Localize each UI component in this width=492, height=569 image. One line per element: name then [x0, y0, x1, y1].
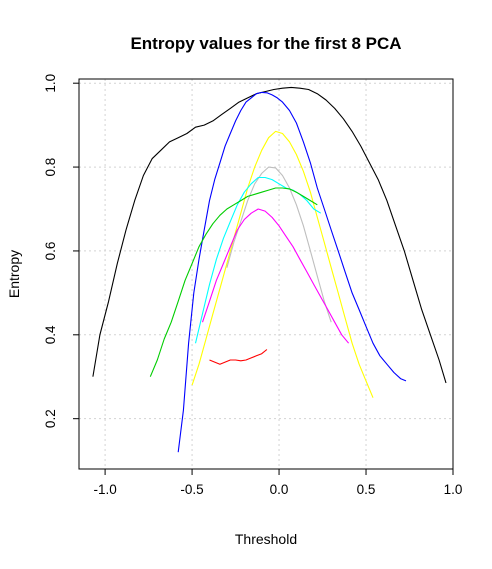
y-tick-label: 0.2	[43, 409, 58, 428]
y-tick-label: 0.4	[43, 325, 58, 344]
x-tick-label: 0.5	[357, 482, 376, 497]
plot-frame	[79, 79, 453, 469]
series-line-5	[196, 178, 321, 344]
x-tick-label: -0.5	[180, 482, 203, 497]
series-line-8	[210, 350, 267, 365]
y-tick-label: 0.6	[43, 242, 58, 261]
x-axis-label: Threshold	[235, 531, 297, 547]
series-line-1	[93, 87, 446, 383]
x-tick-label: 0.0	[270, 482, 289, 497]
chart-title: Entropy values for the first 8 PCA	[130, 34, 401, 53]
y-tick-label: 0.8	[43, 158, 58, 177]
series-lines	[93, 87, 446, 452]
y-axis-label: Entropy	[6, 250, 22, 298]
series-line-6	[150, 188, 317, 377]
y-tick-label: 1.0	[43, 74, 58, 93]
x-axis: -1.0 -0.5 0.0 0.5 1.0	[93, 469, 462, 497]
series-line-3	[192, 131, 373, 397]
y-axis: 0.2 0.4 0.6 0.8 1.0	[43, 74, 79, 428]
series-line-7	[203, 209, 349, 343]
x-tick-label: 1.0	[444, 482, 463, 497]
x-tick-label: -1.0	[93, 482, 116, 497]
grid	[79, 79, 453, 469]
